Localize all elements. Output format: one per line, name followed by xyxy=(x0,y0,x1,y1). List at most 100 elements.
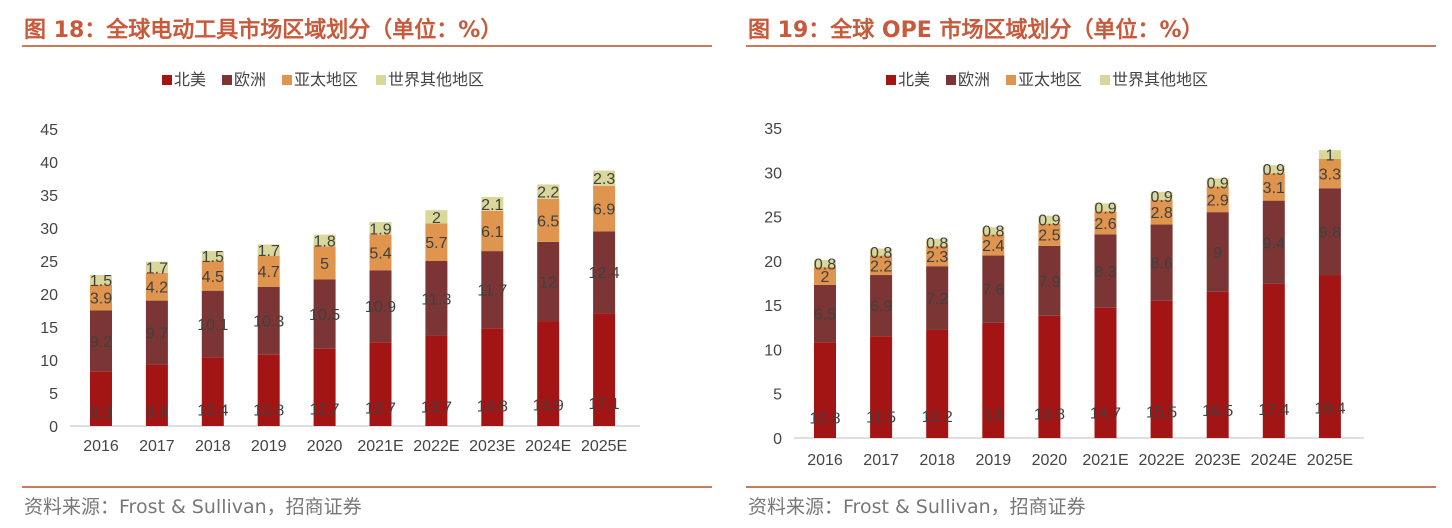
data-label: 0.9 xyxy=(1150,189,1172,206)
bar-segment-3 xyxy=(982,227,1005,235)
x-tick-label: 2023E xyxy=(469,438,515,455)
data-label: 9.7 xyxy=(146,326,168,343)
title-divider xyxy=(746,45,1436,47)
data-label: 11.7 xyxy=(310,401,340,418)
bar-segment-2 xyxy=(1150,199,1173,225)
y-tick-label: 35 xyxy=(764,121,782,138)
x-tick-label: 2024E xyxy=(1251,452,1297,469)
bar-segment-3 xyxy=(814,259,836,268)
x-tick-label: 2021E xyxy=(357,438,403,455)
bar-segment-0 xyxy=(369,342,392,426)
bar-segment-3 xyxy=(257,244,280,256)
bar-segment-1 xyxy=(481,251,504,329)
legend-swatch-3 xyxy=(376,75,386,85)
data-label: 1 xyxy=(1325,148,1334,165)
data-label: 2.2 xyxy=(870,258,892,275)
legend-label: 北美 xyxy=(898,71,930,89)
bar-segment-2 xyxy=(90,284,112,311)
data-label: 13.7 xyxy=(421,399,452,416)
bar-segment-2 xyxy=(369,234,392,271)
data-label: 18.4 xyxy=(1314,401,1345,418)
x-tick-label: 2023E xyxy=(1195,452,1241,469)
data-label: 13.8 xyxy=(1034,407,1065,424)
data-label: 15.5 xyxy=(1146,404,1177,421)
legend-swatch-1 xyxy=(222,75,232,85)
data-label: 1.9 xyxy=(369,221,391,238)
y-tick-label: 10 xyxy=(40,353,58,370)
data-label: 1.8 xyxy=(313,234,335,251)
x-tick-label: 2020 xyxy=(1032,452,1068,469)
bar-segment-3 xyxy=(1038,215,1061,224)
data-label: 2.6 xyxy=(1094,216,1116,233)
bar-segment-3 xyxy=(1206,178,1229,187)
y-tick-label: 20 xyxy=(40,287,58,304)
legend-swatch-2 xyxy=(282,75,292,85)
bar-segment-0 xyxy=(1206,291,1229,438)
x-tick-label: 2019 xyxy=(976,452,1012,469)
y-tick-label: 0 xyxy=(773,431,782,448)
bar-segment-1 xyxy=(313,279,336,349)
data-label: 4.7 xyxy=(258,264,280,281)
bar-segment-0 xyxy=(593,313,616,426)
bar-segment-1 xyxy=(1094,234,1117,308)
data-label: 16.5 xyxy=(1202,403,1233,420)
bar-segment-1 xyxy=(425,261,448,336)
data-label: 6.5 xyxy=(814,307,836,324)
data-label: 15.9 xyxy=(533,397,564,414)
bar-segment-0 xyxy=(926,329,949,438)
bar-segment-2 xyxy=(1094,211,1117,235)
legend-swatch-0 xyxy=(162,75,172,85)
bar-segment-3 xyxy=(593,170,616,186)
y-tick-label: 5 xyxy=(773,387,782,404)
data-label: 10.9 xyxy=(365,299,396,316)
x-tick-label: 2022E xyxy=(413,438,459,455)
legend-swatch-1 xyxy=(946,75,956,85)
y-tick-label: 40 xyxy=(40,155,58,172)
bar-segment-3 xyxy=(90,274,112,285)
bar-segment-2 xyxy=(814,267,836,285)
data-label: 2.8 xyxy=(1150,205,1172,222)
data-label: 4.5 xyxy=(202,269,224,286)
x-tick-label: 2022E xyxy=(1138,452,1184,469)
bar-segment-0 xyxy=(257,354,280,426)
bar-segment-3 xyxy=(1318,150,1341,159)
data-label: 10.8 xyxy=(253,402,284,419)
data-label: 6.5 xyxy=(537,213,559,230)
data-label: 2.5 xyxy=(1038,228,1060,245)
bar-segment-2 xyxy=(313,246,336,280)
y-tick-label: 45 xyxy=(40,122,58,139)
source-note: 资料来源：Frost & Sullivan，招商证券 xyxy=(24,496,362,518)
x-tick-label: 2025E xyxy=(1307,452,1353,469)
y-tick-label: 0 xyxy=(49,419,58,436)
y-tick-label: 30 xyxy=(764,165,782,182)
legend-label: 欧洲 xyxy=(234,71,266,89)
data-label: 1.5 xyxy=(202,249,224,266)
data-label: 9.2 xyxy=(90,334,112,351)
legend-label: 北美 xyxy=(174,71,206,89)
bar-segment-3 xyxy=(145,261,168,273)
bar-segment-1 xyxy=(593,231,616,314)
data-label: 11.5 xyxy=(866,410,896,427)
legend-label: 亚太地区 xyxy=(294,71,358,89)
x-tick-label: 2017 xyxy=(139,438,175,455)
data-label: 2 xyxy=(432,210,441,227)
data-label: 5 xyxy=(320,256,329,273)
bar-segment-1 xyxy=(814,284,836,343)
bar-segment-2 xyxy=(1318,159,1341,189)
bar-segment-3 xyxy=(425,210,448,224)
x-tick-label: 2020 xyxy=(307,438,343,455)
data-label: 2 xyxy=(821,269,830,286)
x-tick-label: 2021E xyxy=(1082,452,1128,469)
data-label: 14.8 xyxy=(477,398,508,415)
source-note: 资料来源：Frost & Sullivan，招商证券 xyxy=(748,496,1086,518)
title-divider xyxy=(22,45,712,47)
x-tick-label: 2017 xyxy=(863,452,899,469)
data-label: 17.1 xyxy=(589,396,620,413)
data-label: 12.4 xyxy=(589,265,620,282)
y-tick-label: 25 xyxy=(764,210,782,227)
stacked-bar-chart-ope: 北美 欧洲 亚太地区 世界其他地区05101520253035201610.86.52… xyxy=(764,71,1364,469)
bar-segment-2 xyxy=(1262,173,1285,201)
data-label: 13 xyxy=(984,408,1002,425)
bar-segment-0 xyxy=(1262,283,1285,438)
data-label: 3.9 xyxy=(90,291,112,308)
